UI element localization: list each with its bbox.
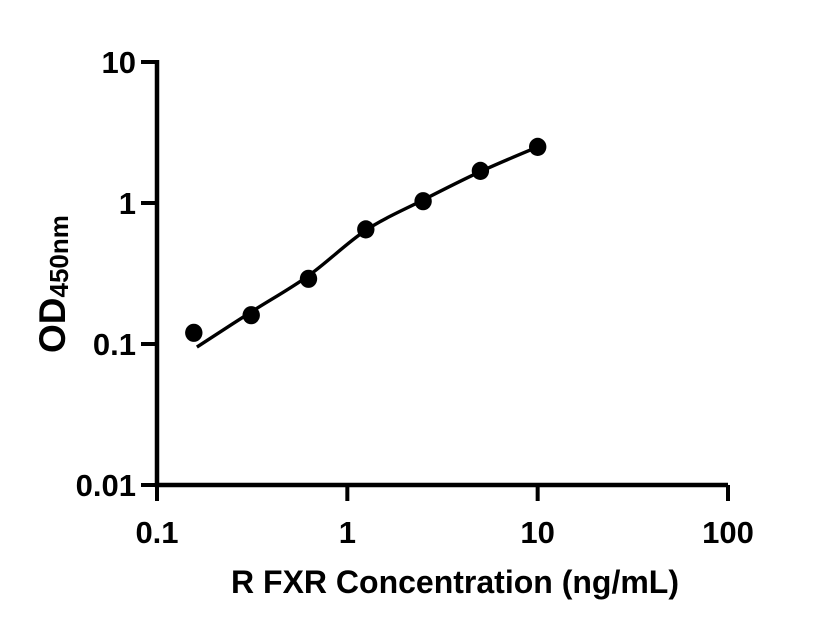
data-point xyxy=(242,306,260,325)
y-axis-title: OD450nm xyxy=(32,215,74,353)
x-axis-title: R FXR Concentration (ng/mL) xyxy=(231,564,679,600)
x-tick-label: 10 xyxy=(520,515,554,550)
data-points-group xyxy=(185,137,547,342)
x-tick-label: 1 xyxy=(339,515,356,550)
y-tick-label: 10 xyxy=(102,45,136,80)
y-axis-title-sub: 450nm xyxy=(44,215,74,297)
axis-spines xyxy=(154,60,728,488)
y-tick-label: 0.1 xyxy=(93,327,136,362)
data-point xyxy=(357,220,375,239)
data-point xyxy=(299,269,318,288)
x-tick-label: 0.1 xyxy=(135,515,178,550)
data-point xyxy=(529,137,547,156)
data-point xyxy=(471,161,490,180)
y-tick-label: 1 xyxy=(119,186,136,221)
axes-group: 10 1 0.1 0.01 0.1 1 10 100 xyxy=(76,45,754,550)
y-tick-label: 0.01 xyxy=(76,468,136,503)
y-axis-title-main: OD xyxy=(32,298,73,354)
data-point xyxy=(185,323,203,342)
x-tick-label: 100 xyxy=(702,515,754,550)
data-point xyxy=(414,192,432,211)
